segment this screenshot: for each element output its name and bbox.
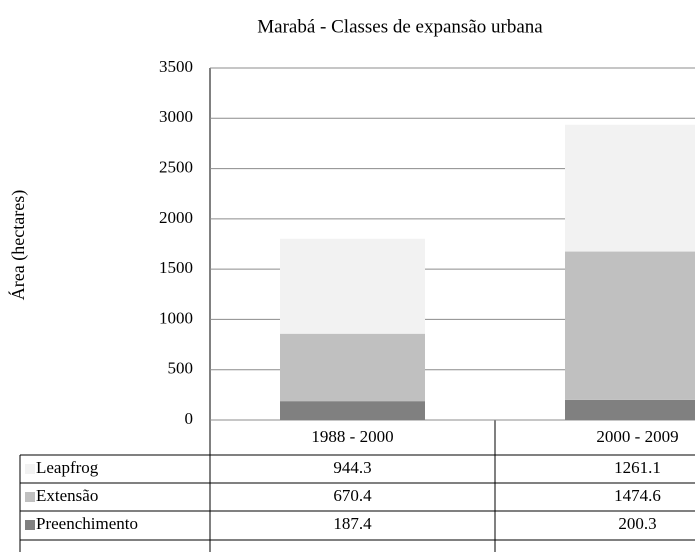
x-tick-label: 2000 - 2009: [596, 427, 678, 446]
legend-swatch: [25, 464, 35, 474]
legend-label: Extensão: [36, 486, 98, 505]
y-tick-label: 500: [168, 359, 194, 378]
bar-segment: [565, 399, 695, 420]
bar-segment: [565, 124, 695, 252]
table-value: 1261.1: [614, 458, 661, 477]
table-value: 187.4: [333, 514, 372, 533]
table-value: 944.3: [333, 458, 371, 477]
table-value: 200.3: [618, 514, 656, 533]
table-value: 670.4: [333, 486, 372, 505]
chart-title: Marabá - Classes de expansão urbana: [257, 16, 543, 37]
bar-segment: [280, 401, 425, 420]
bar-segment: [280, 333, 425, 402]
table-value: 1474.6: [614, 486, 661, 505]
x-tick-label: 1988 - 2000: [311, 427, 393, 446]
legend-swatch: [25, 520, 35, 530]
legend-label: Preenchimento: [36, 514, 138, 533]
legend-swatch: [25, 492, 35, 502]
y-axis-label: Área (hectares): [7, 190, 29, 300]
y-tick-label: 3000: [159, 107, 193, 126]
y-tick-label: 1500: [159, 258, 193, 277]
y-tick-label: 3500: [159, 57, 193, 76]
legend-label: Leapfrog: [36, 458, 99, 477]
bar-segment: [280, 238, 425, 334]
y-tick-label: 2500: [159, 157, 193, 176]
y-tick-label: 2000: [159, 208, 193, 227]
y-tick-label: 1000: [159, 308, 193, 327]
y-tick-label: 0: [185, 409, 194, 428]
bar-segment: [565, 251, 695, 400]
